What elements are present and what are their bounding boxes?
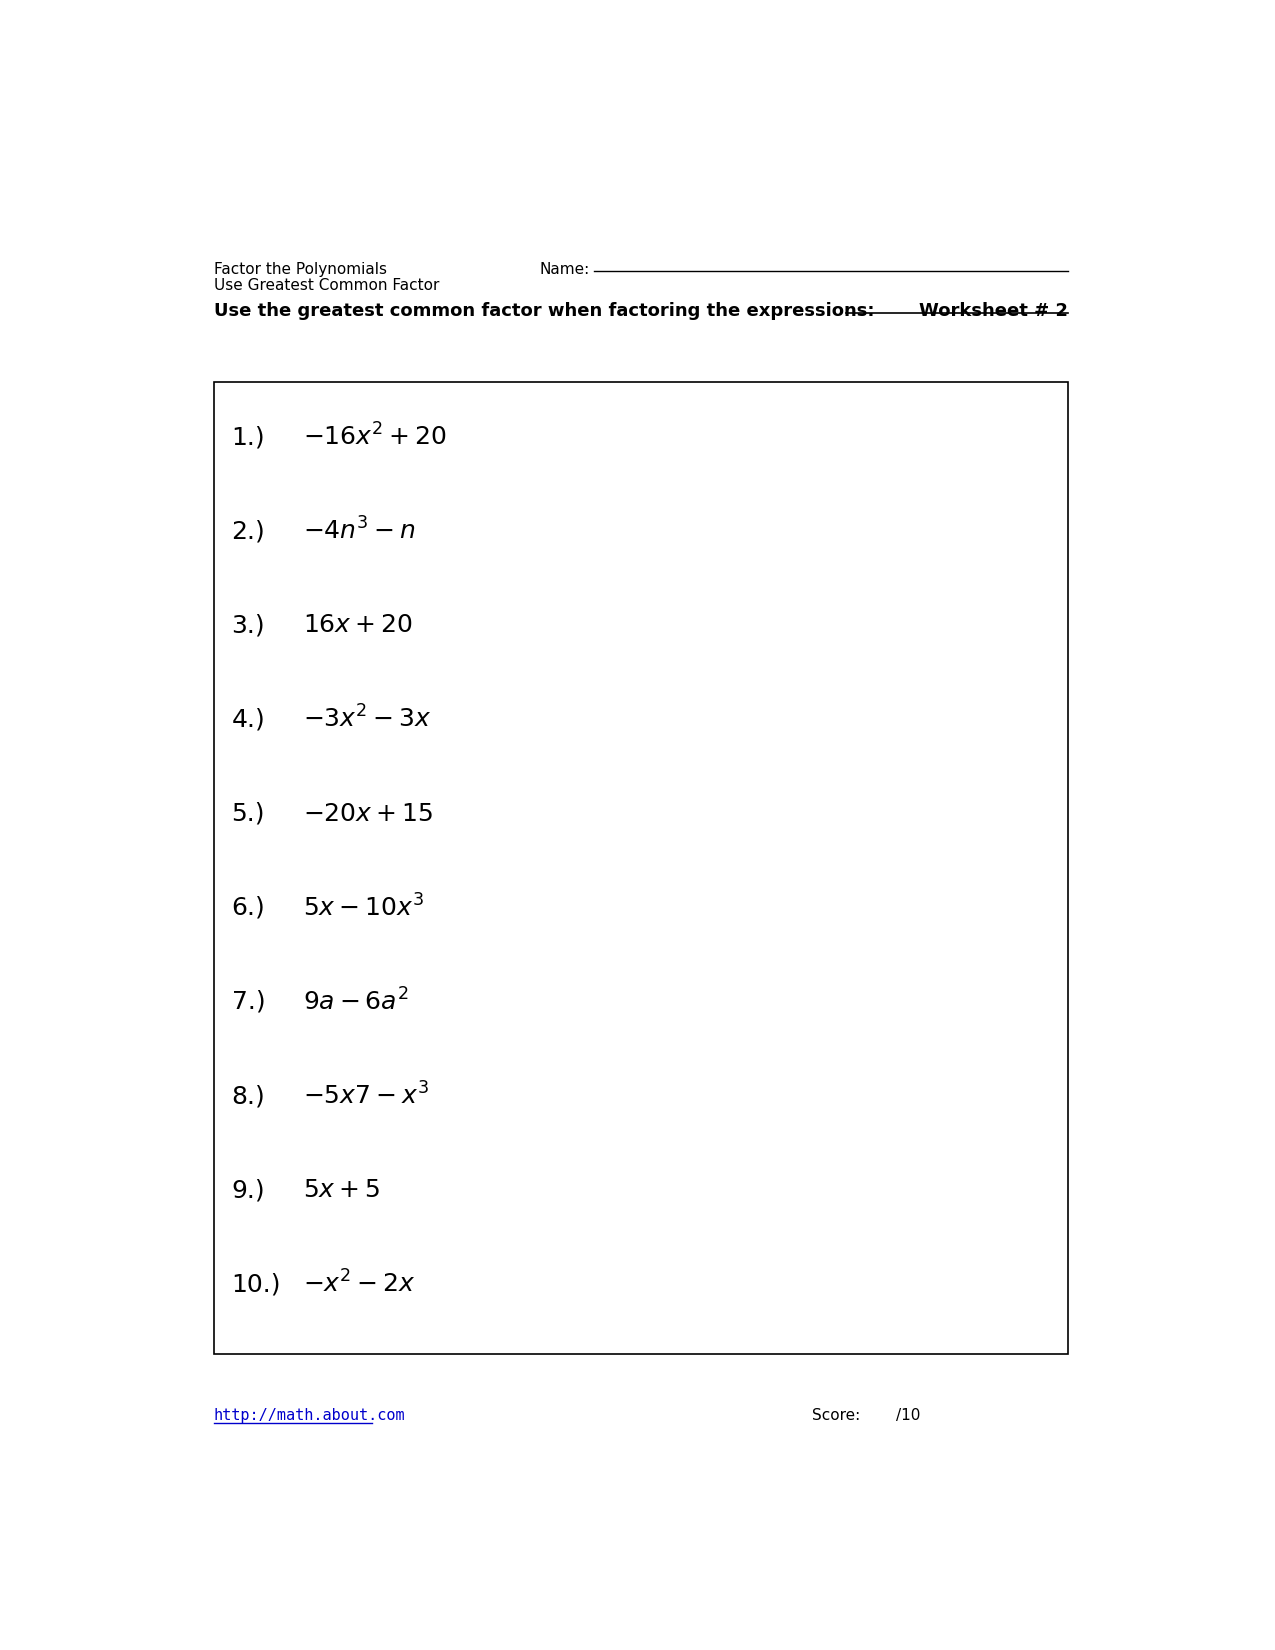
Text: /10: /10 (895, 1407, 919, 1422)
Text: Worksheet # 2: Worksheet # 2 (919, 302, 1068, 320)
Text: $-5x7 -x^3$: $-5x7 -x^3$ (302, 1082, 428, 1109)
Text: Score:: Score: (811, 1407, 859, 1422)
Text: Use Greatest Common Factor: Use Greatest Common Factor (214, 279, 439, 294)
Text: $-20x+ 15$: $-20x+ 15$ (302, 802, 432, 825)
Text: Factor the Polynomials: Factor the Polynomials (214, 262, 386, 277)
Text: $16x+ 20$: $16x+ 20$ (302, 614, 412, 637)
Text: 2.): 2.) (232, 520, 265, 543)
Text: $9a - 6a^{2}$: $9a - 6a^{2}$ (302, 988, 408, 1015)
Text: $5x+ 5$: $5x+ 5$ (302, 1178, 380, 1203)
Text: 8.): 8.) (232, 1084, 265, 1109)
Text: 5.): 5.) (232, 802, 265, 825)
Text: 3.): 3.) (232, 614, 265, 637)
Text: http://math.about.com: http://math.about.com (214, 1407, 405, 1422)
Text: 4.): 4.) (232, 708, 265, 731)
Text: $5x- 10x^3$: $5x- 10x^3$ (302, 894, 423, 921)
Text: $-4n^3 -n$: $-4n^3 -n$ (302, 518, 416, 544)
Text: 6.): 6.) (232, 896, 265, 919)
Text: 1.): 1.) (232, 426, 265, 449)
Text: Use the greatest common factor when factoring the expressions:: Use the greatest common factor when fact… (214, 302, 875, 320)
Text: 9.): 9.) (232, 1178, 265, 1203)
Bar (214, 383, 1068, 1355)
Text: 10.): 10.) (232, 1272, 280, 1297)
Text: $-16x^2 + 20$: $-16x^2 + 20$ (302, 424, 446, 450)
Text: Name:: Name: (539, 262, 590, 277)
Text: 7.): 7.) (232, 990, 265, 1013)
Text: $-x^2 - 2x$: $-x^2 - 2x$ (302, 1270, 414, 1299)
Text: $-3x^2 - 3x$: $-3x^2 - 3x$ (302, 706, 431, 733)
